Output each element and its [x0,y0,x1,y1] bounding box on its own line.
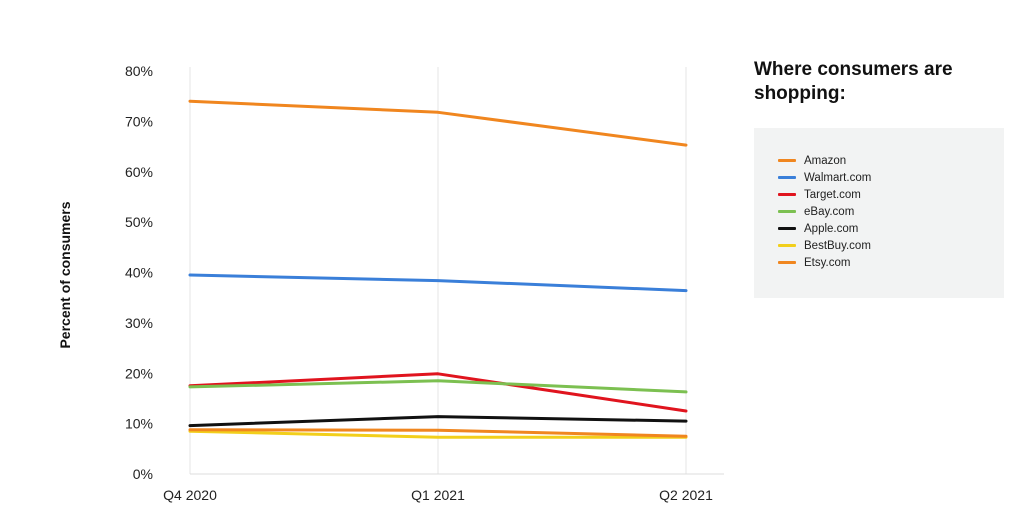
series-line-apple-com [188,415,688,428]
series-line-ebay-com [188,379,688,394]
legend-label: Apple.com [804,222,859,235]
legend-label: Etsy.com [804,256,851,269]
legend-title: Where consumers are shopping: [754,59,953,104]
legend-swatch [778,193,796,196]
x-tick-label: Q2 2021 [659,487,713,503]
y-tick-label: 60% [125,164,153,180]
series-line-walmart-com [188,273,688,293]
legend-swatch [778,176,796,179]
series-line-target-com [188,372,688,413]
y-tick-label: 40% [125,265,153,281]
legend-item: Target.com [778,186,871,203]
y-tick-label: 10% [125,416,153,432]
legend-swatch [778,244,796,247]
legend-item: Amazon [778,152,871,169]
legend-label: Amazon [804,154,847,167]
y-tick-label: 70% [125,113,153,129]
series-line-etsy-com [188,428,688,438]
legend-item: Walmart.com [778,169,871,186]
legend-item: eBay.com [778,203,871,220]
legend: Amazon Walmart.com Target.com eBay.com Apple… [754,128,1004,298]
grid [189,67,724,475]
legend-label: BestBuy.com [804,239,871,252]
legend-label: eBay.com [804,205,855,218]
series-line-amazon [188,99,688,147]
x-tick-label: Q1 2021 [411,487,465,503]
legend-swatch [778,227,796,230]
y-tick-label: 0% [133,466,153,482]
y-axis-ticks: 0% 10% 20% 30% 40% 50% 60% 70% 80% [125,63,153,482]
legend-swatch [778,210,796,213]
series-lines [188,99,688,439]
y-tick-label: 50% [125,214,153,230]
series-line-bestbuy-com [188,429,688,439]
y-axis-label: Percent of consumers [57,201,73,348]
legend-item: Etsy.com [778,254,871,271]
legend-swatch [778,261,796,264]
x-tick-label: Q4 2020 [163,487,217,503]
y-tick-label: 30% [125,315,153,331]
legend-item: BestBuy.com [778,237,871,254]
legend-list: Amazon Walmart.com Target.com eBay.com Apple… [778,152,871,271]
y-tick-label: 20% [125,365,153,381]
legend-label: Walmart.com [804,171,872,184]
y-tick-label: 80% [125,63,153,79]
legend-label: Target.com [804,188,861,201]
legend-item: Apple.com [778,220,871,237]
x-axis-ticks: Q4 2020 Q1 2021 Q2 2021 [163,487,713,503]
legend-swatch [778,159,796,162]
